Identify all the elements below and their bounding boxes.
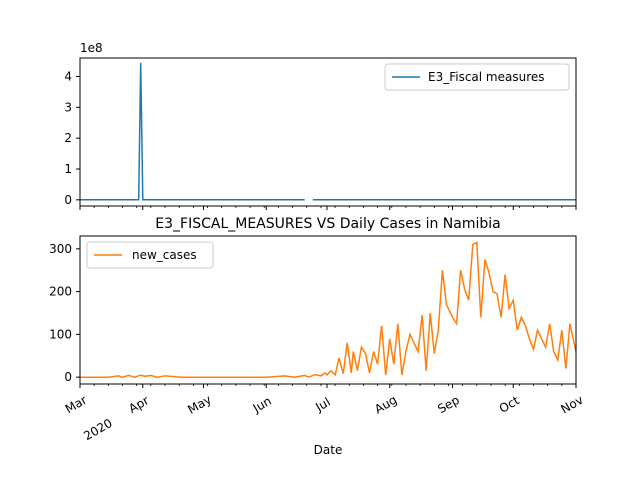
- bottom-x-ticks: Mar Apr May Jun Jul Aug Sep Oct Nov: [63, 384, 586, 417]
- bottom-legend: new_cases: [86, 241, 214, 269]
- bottom-legend-box: [86, 241, 214, 269]
- top-x-ticks: [79, 206, 577, 210]
- top-series-line-segment-0: [80, 62, 305, 201]
- top-legend-box: [384, 63, 570, 91]
- top-y-tick-label: 2: [64, 131, 72, 145]
- bottom-x-tick-label: Jul: [312, 395, 332, 415]
- bottom-chart-title: E3_FISCAL_MEASURES VS Daily Cases in Nam…: [155, 216, 500, 232]
- bottom-y-ticks: 0 100 200 300: [49, 242, 80, 384]
- bottom-y-tick-label: 100: [49, 327, 72, 341]
- top-y-tick-label: 3: [64, 100, 72, 114]
- bottom-series-line: [80, 241, 577, 379]
- x-axis-label: Date: [314, 443, 343, 457]
- bottom-axes-frame: [79, 235, 577, 385]
- bottom-y-tick-label: 300: [49, 242, 72, 256]
- top-y-ticks: 0 1 2 3 4: [64, 70, 80, 207]
- bottom-y-tick-label: 200: [49, 285, 72, 299]
- top-y-tick-label: 1: [64, 162, 72, 176]
- bottom-chart: E3_FISCAL_MEASURES VS Daily Cases in Nam…: [49, 216, 586, 457]
- top-y-tick-label: 0: [64, 193, 72, 207]
- top-chart: 0 1 2 3 4 1e8 E3_Fiscal measures: [64, 41, 577, 210]
- top-axes-frame: [79, 57, 577, 207]
- top-y-scale-label: 1e8: [80, 41, 103, 55]
- top-series-layer: [80, 62, 576, 201]
- top-legend: E3_Fiscal measures: [384, 63, 570, 91]
- top-y-tick-label: 4: [64, 70, 72, 84]
- bottom-legend-label: new_cases: [132, 248, 197, 262]
- top-legend-label: E3_Fiscal measures: [428, 70, 545, 84]
- bottom-y-tick-label: 0: [64, 370, 72, 384]
- bottom-series-layer: [80, 241, 577, 379]
